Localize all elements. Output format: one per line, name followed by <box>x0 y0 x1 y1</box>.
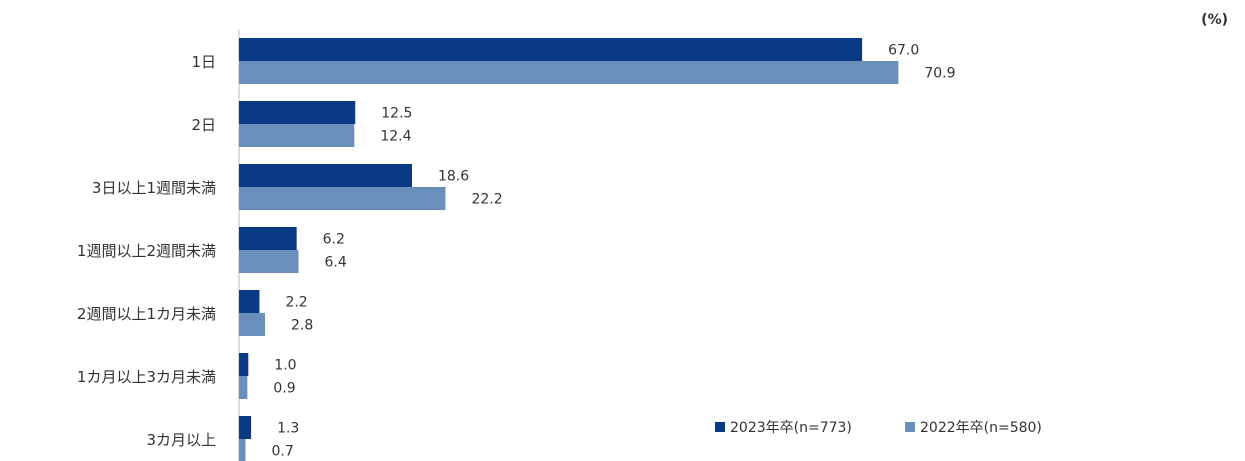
bar-series-2023 <box>239 290 260 313</box>
data-label: 0.7 <box>272 444 294 460</box>
category-label: 3カ月以上 <box>146 431 216 449</box>
bar-series-2022 <box>239 376 248 399</box>
bar-series-2023 <box>239 164 412 187</box>
category-label: 3日以上1週間未満 <box>92 179 216 197</box>
category-label: 1週間以上2週間未満 <box>77 242 216 260</box>
category-labels: 1日 2日 3日以上1週間未満 1週間以上2週間未満 2週間以上1カ月未満 1カ月以上3カ… <box>77 53 216 449</box>
bar-series-2022 <box>239 124 355 147</box>
bar-series-2023 <box>239 227 297 250</box>
bar-series-2022 <box>239 439 246 461</box>
data-label: 6.4 <box>325 255 347 271</box>
value-labels: 67.0 70.9 12.5 12.4 18.622.2 6.2 6.4 2.2 2.8 1.0 0… <box>272 43 956 460</box>
bar-series-2023 <box>239 101 356 124</box>
data-label: 1.3 <box>277 421 299 437</box>
bar-series-2022 <box>239 313 266 336</box>
legend: 2023年卒(n=773) 2022年卒(n=580) <box>715 420 1042 436</box>
bar-series-2022 <box>239 61 899 84</box>
bar-series-2023 <box>239 38 863 61</box>
data-label: 2.8 <box>291 318 313 334</box>
bar-series-2022 <box>239 250 299 273</box>
data-label: 2.2 <box>285 295 307 311</box>
category-label: 1カ月以上3カ月未満 <box>77 368 216 386</box>
legend-swatch-series-2023 <box>715 422 725 432</box>
data-label: 18.6 <box>438 169 469 185</box>
bar-series-2022 <box>239 187 446 210</box>
category-label: 2日 <box>191 116 216 134</box>
unit-label: (%) <box>1201 12 1228 28</box>
data-label: 6.2 <box>323 232 345 248</box>
category-label: 1日 <box>191 53 216 71</box>
bars <box>239 38 899 461</box>
category-label: 2週間以上1カ月未満 <box>77 305 216 323</box>
data-label: 70.9 <box>924 66 955 82</box>
legend-label: 2022年卒(n=580) <box>920 420 1042 436</box>
legend-label: 2023年卒(n=773) <box>730 420 852 436</box>
legend-swatch-series-2022 <box>905 422 915 432</box>
data-label: 1.0 <box>274 358 296 374</box>
data-label: 67.0 <box>888 43 919 59</box>
data-label: 0.9 <box>273 381 295 397</box>
data-label: 12.4 <box>380 129 411 145</box>
data-label: 12.5 <box>381 106 412 122</box>
bar-series-2023 <box>239 353 249 376</box>
data-label: 22.2 <box>471 192 502 208</box>
bar-series-2023 <box>239 416 252 439</box>
